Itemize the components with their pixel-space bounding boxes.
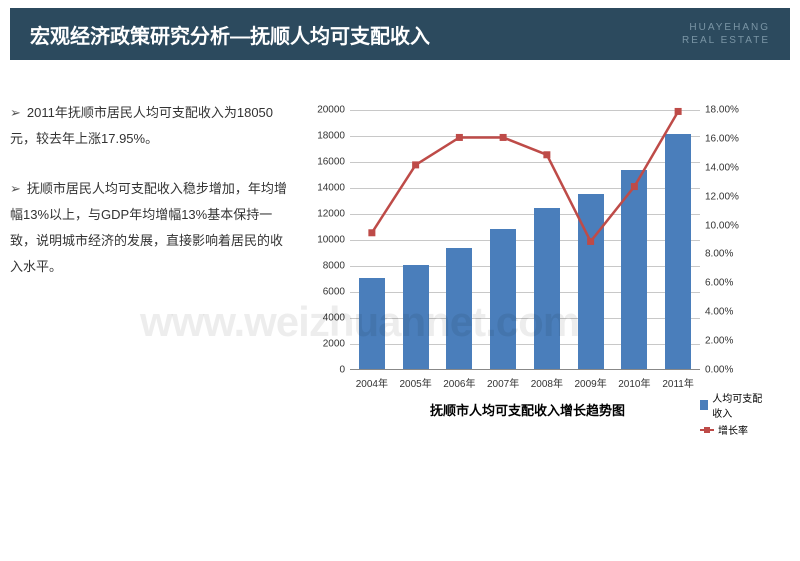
content-area: 2011年抚顺市居民人均可支配收入为18050元，较去年上涨17.95%。 抚顺…	[0, 60, 800, 430]
header-brand: HUAYEHANG REAL ESTATE	[682, 21, 770, 47]
line-marker	[543, 151, 550, 158]
line-marker	[368, 229, 375, 236]
y-right-tick: 12.00%	[705, 191, 760, 202]
text-column: 2011年抚顺市居民人均可支配收入为18050元，较去年上涨17.95%。 抚顺…	[10, 100, 300, 420]
x-tick: 2006年	[443, 375, 475, 390]
header-bar: 宏观经济政策研究分析—抚顺人均可支配收入 HUAYEHANG REAL ESTA…	[10, 8, 790, 60]
chart-column: 抚顺市人均可支配收入增长趋势图 人均可支配收入 增长率 020004000600…	[300, 100, 790, 420]
combo-chart: 抚顺市人均可支配收入增长趋势图 人均可支配收入 增长率 020004000600…	[300, 100, 770, 420]
page-title: 宏观经济政策研究分析—抚顺人均可支配收入	[30, 20, 430, 49]
y-right-tick: 6.00%	[705, 278, 760, 289]
bullet-1: 2011年抚顺市居民人均可支配收入为18050元，较去年上涨17.95%。	[10, 100, 290, 152]
legend-bar-item: 人均可支配收入	[700, 390, 770, 420]
legend-line-item: 增长率	[700, 422, 770, 437]
line-marker	[587, 238, 594, 245]
y-left-tick: 18000	[300, 131, 345, 142]
x-tick: 2005年	[400, 375, 432, 390]
x-tick: 2008年	[531, 375, 563, 390]
chart-legend: 人均可支配收入 增长率	[700, 390, 770, 439]
chart-caption: 抚顺市人均可支配收入增长趋势图	[430, 400, 625, 419]
y-right-tick: 18.00%	[705, 105, 760, 116]
x-tick: 2009年	[575, 375, 607, 390]
y-right-tick: 8.00%	[705, 249, 760, 260]
y-right-tick: 16.00%	[705, 133, 760, 144]
y-left-tick: 2000	[300, 339, 345, 350]
y-left-tick: 12000	[300, 209, 345, 220]
y-left-tick: 0	[300, 365, 345, 376]
y-left-tick: 14000	[300, 183, 345, 194]
y-right-tick: 0.00%	[705, 365, 760, 376]
y-left-tick: 6000	[300, 287, 345, 298]
line-overlay	[350, 110, 700, 370]
legend-bar-label: 人均可支配收入	[712, 390, 770, 420]
growth-line	[372, 111, 678, 241]
x-tick: 2010年	[618, 375, 650, 390]
y-left-tick: 10000	[300, 235, 345, 246]
line-marker	[631, 183, 638, 190]
y-left-tick: 4000	[300, 313, 345, 324]
legend-bar-swatch	[700, 400, 708, 410]
x-tick: 2007年	[487, 375, 519, 390]
line-marker	[675, 108, 682, 115]
y-right-tick: 2.00%	[705, 336, 760, 347]
y-left-tick: 20000	[300, 105, 345, 116]
line-marker	[412, 161, 419, 168]
legend-line-label: 增长率	[718, 422, 748, 437]
y-right-tick: 10.00%	[705, 220, 760, 231]
y-left-tick: 8000	[300, 261, 345, 272]
legend-line-swatch	[700, 426, 714, 434]
x-tick: 2004年	[356, 375, 388, 390]
y-right-tick: 4.00%	[705, 307, 760, 318]
y-left-tick: 16000	[300, 157, 345, 168]
y-right-tick: 14.00%	[705, 162, 760, 173]
line-marker	[456, 134, 463, 141]
line-marker	[500, 134, 507, 141]
brand-line2: REAL ESTATE	[682, 34, 770, 47]
x-tick: 2011年	[662, 375, 694, 390]
bullet-2: 抚顺市居民人均可支配收入稳步增加，年均增幅13%以上，与GDP年均增幅13%基本…	[10, 176, 290, 280]
brand-line1: HUAYEHANG	[682, 21, 770, 34]
